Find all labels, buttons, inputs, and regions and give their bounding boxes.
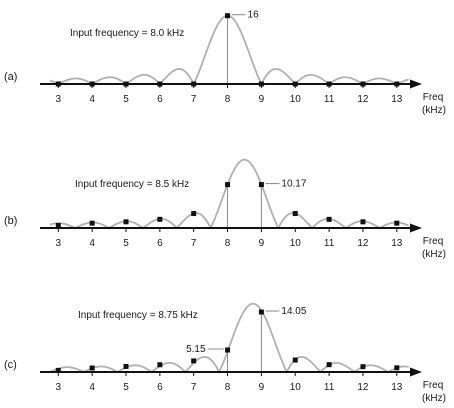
sample-point [293, 211, 298, 216]
x-tick-label: 11 [324, 94, 335, 105]
x-axis-arrow [410, 80, 422, 89]
x-tick-label: 12 [357, 238, 369, 249]
sample-point [225, 13, 230, 18]
envelope-curve [50, 160, 409, 228]
x-tick-label: 3 [56, 382, 62, 393]
input-frequency-label: Input frequency = 8.0 kHz [70, 28, 184, 39]
sample-point [360, 364, 365, 369]
x-tick-label: 13 [391, 238, 403, 249]
sample-point [56, 368, 61, 373]
sample-point [327, 217, 332, 222]
x-tick-label: 9 [259, 94, 265, 105]
x-tick-label: 5 [123, 238, 129, 249]
panel-label: (c) [4, 359, 17, 371]
x-axis-unit: (kHz) [422, 105, 446, 116]
sample-point [56, 223, 61, 228]
x-tick-label: 3 [56, 238, 62, 249]
panel-1: 3 4 5 6 7 8 9 10 11 12 13 16 Input frequency = 8.0 k… [4, 10, 446, 116]
x-axis-arrow [410, 368, 422, 377]
x-tick-label: 6 [157, 238, 163, 249]
sample-point [360, 82, 365, 87]
callout-label: 5.15 [186, 344, 206, 355]
sample-point [191, 358, 196, 363]
sample-point [90, 221, 95, 226]
callout-label: 14.05 [281, 306, 306, 317]
sample-point [124, 219, 129, 224]
sample-point [394, 82, 399, 87]
sample-point [124, 82, 129, 87]
sample-point [259, 310, 264, 315]
panel-2: 3 4 5 6 7 8 9 10 11 12 13 10.17 Input frequency = 8.… [4, 160, 446, 260]
x-tick-label: 4 [89, 94, 95, 105]
x-tick-label: 3 [56, 94, 62, 105]
x-tick-label: 5 [123, 94, 129, 105]
input-frequency-label: Input frequency = 8.5 kHz [75, 179, 189, 190]
x-axis-unit: (kHz) [422, 393, 446, 404]
sample-point [157, 217, 162, 222]
sample-point [124, 364, 129, 369]
sample-point [327, 362, 332, 367]
sample-point [293, 358, 298, 363]
x-tick-label: 4 [89, 382, 95, 393]
sample-point [259, 182, 264, 187]
callout-label: 10.17 [281, 179, 306, 190]
x-tick-label: 4 [89, 238, 95, 249]
sample-point [56, 82, 61, 87]
sample-point [225, 348, 230, 353]
x-axis-arrow [410, 224, 422, 233]
x-tick-label: 7 [191, 238, 197, 249]
sample-point [90, 366, 95, 371]
panel-3: 3 4 5 6 7 8 9 10 11 12 13 5.15 14.05 Input frequency … [4, 304, 446, 404]
callout-label: 16 [248, 10, 260, 21]
x-tick-label: 8 [225, 238, 231, 249]
sample-point [394, 221, 399, 226]
x-tick-label: 6 [157, 382, 163, 393]
x-axis-label: Freq [423, 380, 444, 391]
x-tick-label: 9 [259, 238, 265, 249]
sample-point [327, 82, 332, 87]
sample-point [360, 219, 365, 224]
x-tick-label: 6 [157, 94, 163, 105]
sample-point [157, 362, 162, 367]
x-tick-label: 12 [357, 94, 369, 105]
panel-label: (a) [4, 71, 17, 83]
input-frequency-label: Input frequency = 8.75 kHz [78, 310, 198, 321]
x-tick-label: 13 [391, 382, 403, 393]
x-tick-label: 8 [225, 382, 231, 393]
x-tick-label: 11 [324, 382, 335, 393]
x-tick-label: 8 [225, 94, 231, 105]
x-tick-label: 5 [123, 382, 129, 393]
sample-point [394, 365, 399, 370]
x-axis-label: Freq [423, 92, 444, 103]
sample-point [191, 82, 196, 87]
x-tick-label: 7 [191, 382, 197, 393]
x-tick-label: 10 [290, 238, 302, 249]
sample-point [157, 82, 162, 87]
x-axis-unit: (kHz) [422, 249, 446, 260]
x-tick-label: 13 [391, 94, 403, 105]
sample-point [90, 82, 95, 87]
panel-label: (b) [4, 215, 17, 227]
x-tick-label: 9 [259, 382, 265, 393]
sample-point [191, 211, 196, 216]
x-tick-label: 7 [191, 94, 197, 105]
x-axis-label: Freq [423, 236, 444, 247]
sample-point [259, 82, 264, 87]
sample-point [293, 82, 298, 87]
x-tick-label: 11 [324, 238, 335, 249]
x-tick-label: 10 [290, 94, 302, 105]
envelope-curve [50, 16, 409, 84]
x-tick-label: 10 [290, 382, 302, 393]
x-tick-label: 12 [357, 382, 369, 393]
sample-point [225, 182, 230, 187]
